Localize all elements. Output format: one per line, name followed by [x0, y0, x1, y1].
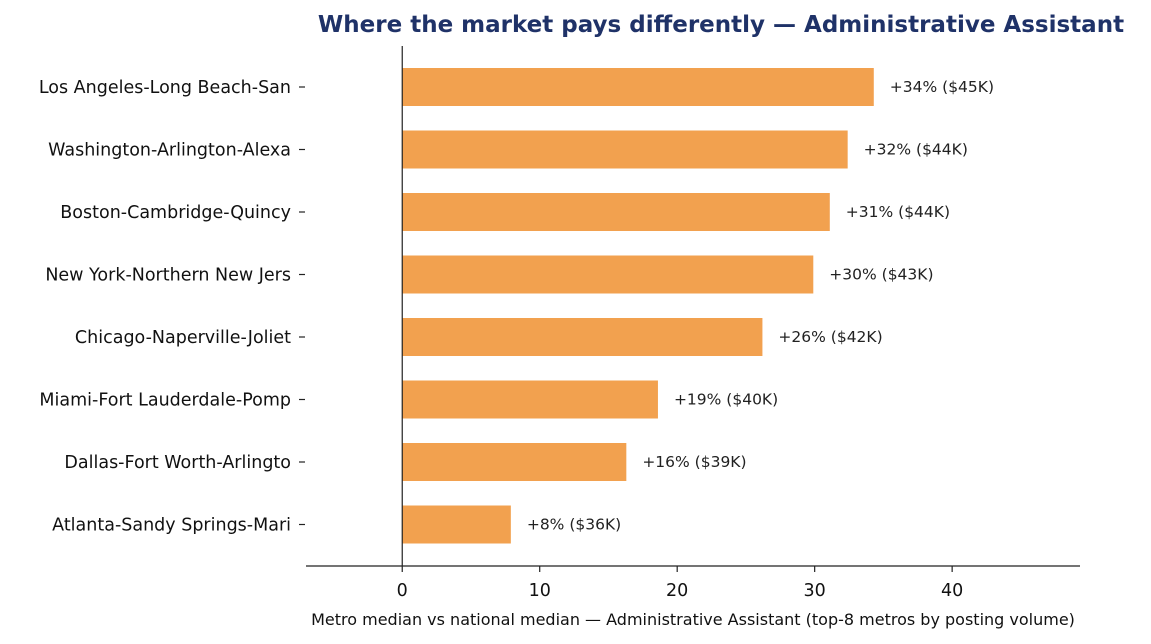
value-label: +26% ($42K) — [778, 328, 882, 346]
chart-title: Where the market pays differently — Admi… — [318, 12, 1124, 38]
x-tick-label: 10 — [529, 581, 551, 601]
bar — [402, 193, 830, 231]
x-axis-label: Metro median vs national median — Admini… — [311, 610, 1075, 629]
category-label: Dallas-Fort Worth-Arlingto — [64, 453, 291, 473]
x-tick-label: 0 — [397, 581, 408, 601]
category-label: Washington-Arlington-Alexa — [48, 141, 291, 161]
category-label: Miami-Fort Lauderdale-Pomp — [39, 391, 291, 411]
value-label: +16% ($39K) — [642, 453, 746, 471]
value-label: +8% ($36K) — [527, 516, 621, 534]
value-label: +32% ($44K) — [864, 141, 968, 159]
value-label: +19% ($40K) — [674, 391, 778, 409]
x-tick-label: 20 — [666, 581, 688, 601]
category-label: Boston-Cambridge-Quincy — [60, 203, 291, 223]
category-label: Los Angeles-Long Beach-San — [39, 78, 291, 98]
bar — [402, 443, 627, 481]
x-tick-label: 30 — [804, 581, 826, 601]
bar — [402, 130, 848, 169]
bar — [402, 318, 763, 356]
value-label: +30% ($43K) — [829, 266, 933, 284]
x-tick-label: 40 — [941, 581, 963, 601]
bar — [402, 255, 814, 294]
bar — [402, 380, 658, 419]
axes-group: Los Angeles-Long Beach-San Washington-Arl… — [39, 46, 1080, 601]
category-label: Atlanta-Sandy Springs-Mari — [52, 516, 291, 536]
bar — [402, 505, 511, 544]
bar — [402, 68, 874, 106]
value-label: +34% ($45K) — [890, 78, 994, 96]
value-label: +31% ($44K) — [846, 203, 950, 221]
bars-group: +34% ($45K) +32% ($44K) +31% ($44K) +30% ($… — [402, 68, 994, 544]
category-label: Chicago-Naperville-Joliet — [75, 328, 291, 348]
category-label: New York-Northern New Jers — [45, 266, 291, 286]
